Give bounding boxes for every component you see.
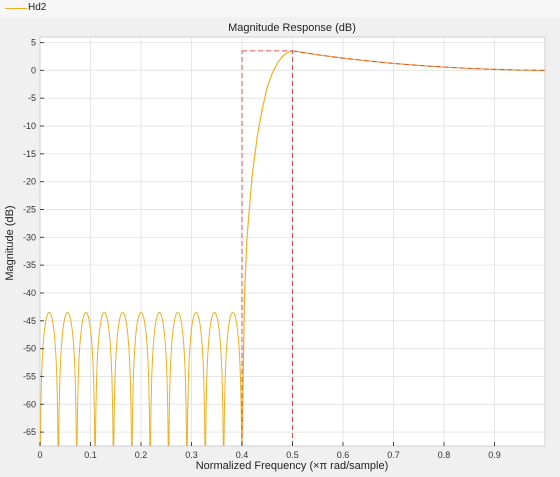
- stopband-lobe: [94, 311, 114, 446]
- x-tick-label: 0.1: [84, 450, 97, 460]
- y-tick-label: -30: [23, 232, 36, 242]
- y-tick-label: -60: [23, 399, 36, 409]
- stopband-lobe: [186, 311, 206, 446]
- x-tick-label: 0.6: [337, 450, 350, 460]
- stopband-lobe: [40, 311, 59, 446]
- stopband-lobe: [58, 311, 77, 446]
- x-tick-label: 0.7: [387, 450, 400, 460]
- y-tick-label: -10: [23, 121, 36, 131]
- y-tick-label: -45: [23, 316, 36, 326]
- chart-title: Magnitude Response (dB): [228, 22, 356, 34]
- magnitude-response-chart: 0 0.1 0.2 0.3 0.4 0.5 0.6 0.7 0.8 0.9 5 0 -5 -10 -15 -2…: [0, 17, 560, 477]
- x-tick-label: 0.2: [135, 450, 148, 460]
- stopband-lobe: [223, 311, 243, 446]
- stopband-lobe: [150, 311, 169, 446]
- series-layer: [40, 50, 545, 446]
- x-tick-label: 0.9: [488, 450, 501, 460]
- x-tick-label: 0.3: [185, 450, 198, 460]
- y-tick-label: -25: [23, 205, 36, 215]
- x-axis-label: Normalized Frequency (×π rad/sample): [196, 460, 389, 472]
- y-tick-label: -5: [28, 93, 36, 103]
- response-curve-hd2: [241, 50, 545, 446]
- y-tick-label: -15: [23, 149, 36, 159]
- y-axis-label: Magnitude (dB): [4, 205, 16, 280]
- y-tick-label: -65: [23, 427, 36, 437]
- y-tick-label: -55: [23, 371, 36, 381]
- x-tick-label: 0.8: [438, 450, 451, 460]
- legend-line-hd2: [5, 8, 27, 9]
- y-tick-label: -35: [23, 260, 36, 270]
- x-tick-label: 0: [37, 450, 42, 460]
- stopband-lobe: [205, 311, 224, 446]
- tick-labels: 0 0.1 0.2 0.3 0.4 0.5 0.6 0.7 0.8 0.9 5 0 -5 -10 -15 -2…: [23, 38, 501, 460]
- legend-label-hd2: Hd2: [28, 2, 47, 13]
- x-tick-label: 0.4: [236, 450, 249, 460]
- stopband-lobe: [168, 311, 188, 446]
- y-tick-label: -20: [23, 177, 36, 187]
- x-tick-label: 0.5: [286, 450, 299, 460]
- y-tick-label: -40: [23, 288, 36, 298]
- stopband-lobe: [131, 311, 151, 446]
- y-tick-label: 5: [31, 38, 36, 48]
- mask-passband-curve: [292, 50, 545, 71]
- y-tick-label: 0: [31, 65, 36, 75]
- y-tick-label: -50: [23, 344, 36, 354]
- legend-bar: Hd2: [0, 0, 560, 18]
- stopband-lobe: [113, 311, 132, 446]
- stopband-lobe: [76, 311, 96, 446]
